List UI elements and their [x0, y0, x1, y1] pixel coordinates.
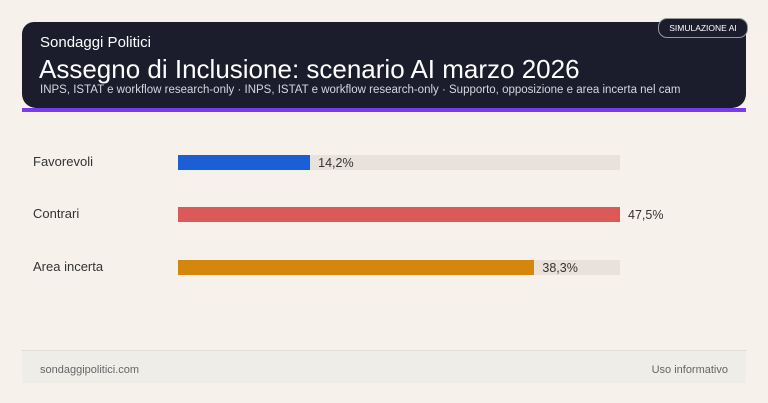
- category-label: Contrari: [33, 206, 80, 221]
- bar-track: [178, 207, 620, 222]
- bar: [178, 260, 535, 275]
- value-label: 14,2%: [318, 156, 354, 170]
- bar: [178, 155, 311, 170]
- category-label: Area incerta: [33, 259, 104, 274]
- accent-bar: [22, 108, 746, 112]
- bar-track: [178, 260, 620, 275]
- page-title: Assegno di Inclusione: scenario AI marzo…: [39, 54, 580, 84]
- brand: Sondaggi Politici: [40, 34, 151, 51]
- value-label: 47,5%: [628, 208, 664, 222]
- subtitle: INPS, ISTAT e workflow research-only · I…: [40, 84, 681, 96]
- simulation-badge: SIMULAZIONE AI: [658, 18, 748, 38]
- category-label: Favorevoli: [33, 154, 93, 169]
- footer-note: Uso informativo: [651, 364, 728, 376]
- value-label: 38,3%: [542, 261, 578, 275]
- footer: sondaggipolitici.com Uso informativo: [22, 350, 746, 383]
- header: Sondaggi Politici Assegno di Inclusione:…: [22, 22, 746, 108]
- bar-track: [178, 155, 620, 170]
- bar: [178, 207, 620, 222]
- footer-site: sondaggipolitici.com: [40, 364, 140, 376]
